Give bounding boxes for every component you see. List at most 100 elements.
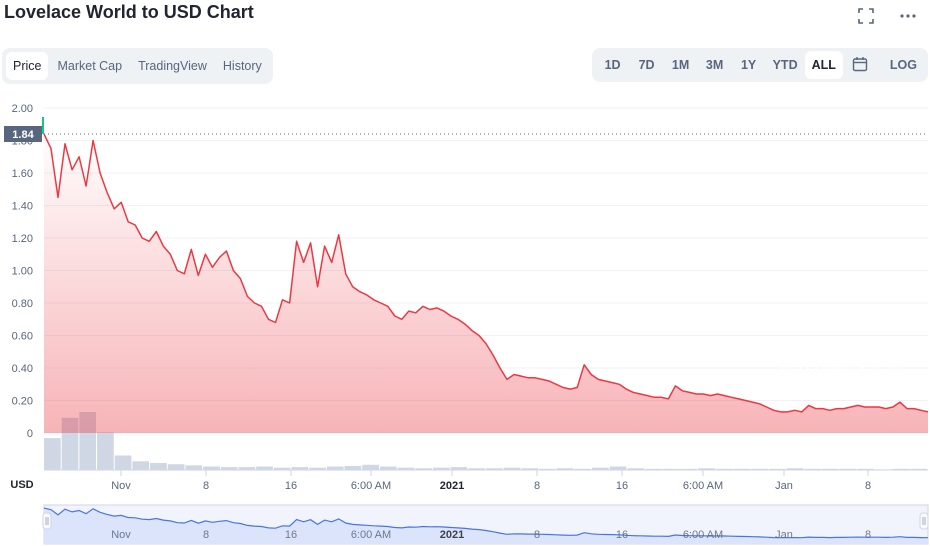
range-7d[interactable]: 7D bbox=[638, 58, 655, 72]
range-3m[interactable]: 3M bbox=[705, 58, 724, 72]
calendar-icon bbox=[852, 56, 868, 75]
volume-bar bbox=[556, 468, 574, 470]
x-tick-label: 2021 bbox=[440, 480, 464, 492]
time-range-tabs: 1D 7D 1M 3M 1Y YTD ALL LOG bbox=[591, 48, 928, 82]
volume-bar bbox=[415, 468, 432, 470]
volume-bar bbox=[397, 467, 415, 470]
navigator-tick-label: 8 bbox=[865, 529, 871, 541]
volume-bar bbox=[203, 466, 220, 470]
navigator-line bbox=[43, 507, 929, 539]
range-ytd[interactable]: YTD bbox=[772, 58, 798, 72]
volume-bar bbox=[344, 465, 362, 470]
x-tick-label: 16 bbox=[616, 480, 628, 492]
navigator-tick-label: 2021 bbox=[440, 529, 464, 541]
volume-bar bbox=[273, 467, 291, 470]
volume-bar bbox=[432, 467, 450, 470]
volume-bar bbox=[326, 466, 344, 470]
volume-bar bbox=[715, 468, 733, 470]
navigator-tick-label: 6:00 AM bbox=[683, 529, 723, 541]
volume-bar bbox=[503, 467, 521, 470]
current-price-badge bbox=[4, 126, 42, 142]
navigator-tick-label: 16 bbox=[285, 529, 297, 541]
y-tick-label: 0.40 bbox=[12, 363, 33, 375]
calendar-button[interactable] bbox=[843, 51, 877, 79]
volume-bar bbox=[220, 467, 238, 470]
volume-bar bbox=[698, 468, 715, 470]
watermark: CoinMarketCap bbox=[779, 354, 903, 378]
volume-bar bbox=[132, 461, 150, 470]
volume-bar bbox=[627, 468, 645, 470]
volume-bar bbox=[521, 468, 539, 470]
volume-bar bbox=[839, 468, 857, 470]
y-tick-label: 1.20 bbox=[12, 233, 33, 245]
x-tick-label: 6:00 AM bbox=[683, 480, 723, 492]
volume-bar bbox=[821, 468, 839, 470]
x-tick-label: 6:00 AM bbox=[351, 480, 391, 492]
y-tick-label: 0.60 bbox=[12, 331, 33, 343]
more-icon[interactable] bbox=[898, 6, 918, 26]
volume-bar bbox=[768, 468, 786, 470]
y-tick-label: 1.40 bbox=[12, 201, 33, 213]
coinmarketcap-logo-icon bbox=[779, 354, 803, 378]
volume-bar bbox=[804, 468, 821, 470]
volume-bar bbox=[185, 465, 203, 470]
y-tick-label: 0 bbox=[27, 428, 33, 440]
volume-bar bbox=[97, 432, 114, 470]
x-tick-label: 8 bbox=[203, 480, 209, 492]
volume-bar bbox=[574, 468, 592, 470]
volume-bar bbox=[114, 455, 132, 470]
volume-bar bbox=[450, 467, 468, 470]
tab-price[interactable]: Price bbox=[6, 52, 49, 80]
y-tick-label: 1.60 bbox=[12, 168, 33, 180]
y-tick-label: 1.00 bbox=[12, 266, 33, 278]
price-line bbox=[43, 133, 929, 413]
x-tick-label: 8 bbox=[534, 480, 540, 492]
current-price-label: 1.84 bbox=[12, 129, 34, 141]
navigator-tick-label: Jan bbox=[775, 529, 793, 541]
navigator-tick-label: 6:00 AM bbox=[351, 529, 391, 541]
volume-bar bbox=[592, 467, 609, 470]
x-tick-label: Jan bbox=[775, 480, 793, 492]
range-1y[interactable]: 1Y bbox=[740, 58, 757, 72]
x-tick-label: 8 bbox=[865, 480, 871, 492]
x-tick-label: Nov bbox=[111, 480, 131, 492]
range-all[interactable]: ALL bbox=[804, 51, 843, 79]
volume-bar bbox=[645, 468, 662, 470]
volume-bar bbox=[786, 468, 804, 470]
volume-bar bbox=[362, 464, 379, 470]
navigator-tick-label: 8 bbox=[534, 529, 540, 541]
tab-market-cap[interactable]: Market Cap bbox=[57, 59, 123, 73]
volume-bar bbox=[44, 438, 61, 470]
chart-type-tabs: Price Market Cap TradingView History bbox=[2, 48, 273, 84]
watermark-text: CoinMarketCap bbox=[806, 358, 903, 374]
volume-bar bbox=[167, 464, 185, 470]
chart-title: Lovelace World to USD Chart bbox=[4, 2, 254, 22]
volume-bar bbox=[150, 463, 167, 470]
range-1m[interactable]: 1M bbox=[671, 58, 690, 72]
x-tick-label: 16 bbox=[285, 480, 297, 492]
fullscreen-icon[interactable] bbox=[856, 6, 876, 26]
navigator-handle-right[interactable] bbox=[919, 512, 929, 530]
navigator-area bbox=[44, 508, 928, 544]
volume-bar bbox=[680, 468, 698, 470]
volume-bar bbox=[609, 466, 627, 470]
navigator-tick-label: Nov bbox=[111, 529, 131, 541]
tab-tradingview[interactable]: TradingView bbox=[138, 59, 207, 73]
volume-bar bbox=[291, 467, 309, 470]
volume-bar bbox=[662, 468, 680, 470]
y-axis-unit: USD bbox=[10, 479, 33, 491]
navigator-tick-label: 16 bbox=[616, 529, 628, 541]
y-tick-label: 2.00 bbox=[12, 103, 33, 115]
volume-bar bbox=[468, 468, 485, 470]
range-1d[interactable]: 1D bbox=[604, 58, 621, 72]
navigator-handle-left[interactable] bbox=[42, 512, 52, 530]
volume-bar bbox=[857, 468, 874, 470]
y-tick-label: 0.80 bbox=[12, 298, 33, 310]
volume-bar bbox=[733, 468, 751, 470]
log-scale-toggle[interactable]: LOG bbox=[889, 58, 917, 72]
tab-history[interactable]: History bbox=[222, 59, 262, 73]
price-area bbox=[44, 134, 928, 433]
volume-bar bbox=[486, 468, 503, 470]
volume-bar bbox=[379, 466, 397, 470]
